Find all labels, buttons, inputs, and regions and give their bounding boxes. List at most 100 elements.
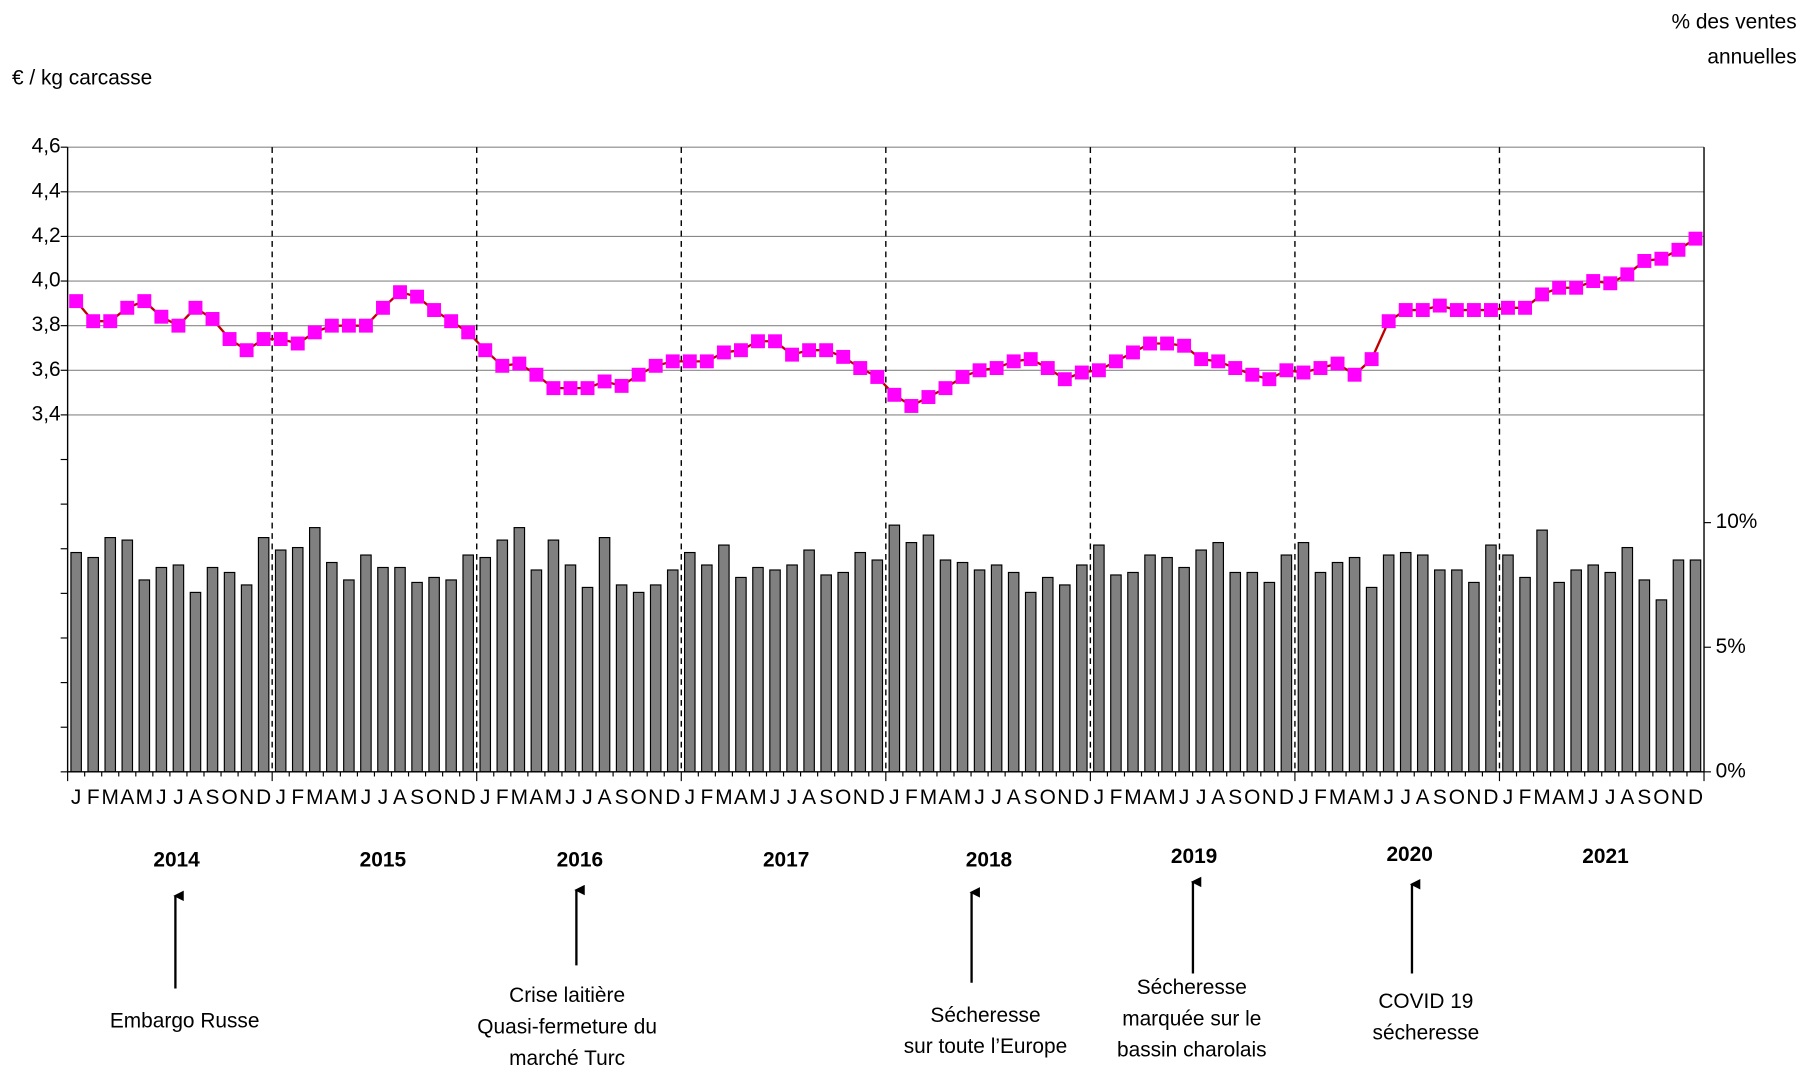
bar — [1399, 551, 1412, 773]
price-marker — [665, 354, 680, 369]
x-tick-label: J — [685, 786, 695, 809]
price-marker — [904, 399, 919, 413]
bar — [1076, 564, 1088, 773]
bar — [854, 551, 867, 773]
bar — [360, 554, 372, 773]
price-marker — [69, 294, 84, 309]
price-marker — [1211, 354, 1226, 369]
price-marker — [358, 318, 373, 333]
x-tick-label: S — [819, 786, 833, 809]
bar — [291, 546, 304, 773]
x-tick-label: J — [361, 786, 371, 809]
annotation-text: Sécheresse — [1137, 976, 1247, 999]
bar — [1007, 571, 1020, 773]
x-tick-label: N — [1466, 786, 1481, 809]
price-marker — [1330, 356, 1345, 371]
x-tick-label: F — [496, 786, 509, 809]
bar — [1297, 541, 1310, 773]
x-tick-label: A — [189, 786, 203, 809]
y-tick-label: 4,4 — [32, 179, 61, 202]
bar — [223, 571, 236, 773]
price-marker — [887, 387, 902, 402]
x-tick-label: J — [770, 786, 780, 809]
x-tick-label: M — [511, 786, 528, 809]
x-tick-label: O — [631, 786, 647, 809]
y2-tick-label: 0% — [1716, 759, 1746, 782]
bar — [155, 566, 168, 773]
x-tick-label: J — [565, 786, 575, 809]
price-marker — [716, 345, 731, 360]
x-tick-label: M — [715, 786, 732, 809]
bar — [1024, 591, 1037, 773]
bar — [1246, 571, 1259, 773]
x-tick-label: O — [1449, 786, 1465, 809]
x-tick-label: J — [1298, 786, 1308, 809]
x-tick-label: O — [835, 786, 851, 809]
price-marker — [1654, 251, 1669, 266]
x-tick-label: J — [71, 786, 81, 809]
bar — [1229, 571, 1242, 773]
x-tick-label: N — [239, 786, 254, 809]
price-marker — [290, 336, 305, 351]
x-tick-label: A — [120, 786, 134, 809]
price-marker — [1398, 303, 1413, 317]
annotation-text: Crise laitière — [509, 984, 625, 1007]
annotation-text: Embargo Russe — [110, 1010, 260, 1033]
price-marker — [785, 347, 800, 362]
price-marker — [972, 363, 987, 378]
bar — [888, 524, 901, 773]
x-tick-label: O — [1653, 786, 1669, 809]
price-marker — [137, 294, 152, 309]
bar — [632, 591, 645, 773]
price-marker — [733, 343, 748, 358]
bar — [1536, 529, 1548, 773]
bar — [820, 574, 832, 773]
x-tick-label: N — [853, 786, 868, 809]
bar — [1314, 571, 1327, 773]
x-tick-label: M — [920, 786, 937, 809]
x-tick-label: A — [939, 786, 953, 809]
price-marker — [1535, 287, 1550, 302]
price-marker — [1228, 361, 1243, 375]
x-tick-label: F — [1519, 786, 1532, 809]
bar — [1110, 574, 1122, 773]
bar — [547, 539, 560, 773]
x-tick-label: M — [136, 786, 153, 809]
bar — [649, 584, 662, 773]
price-marker — [819, 343, 834, 358]
price-marker — [1023, 352, 1038, 367]
price-marker — [1313, 361, 1328, 375]
bar — [837, 571, 850, 773]
price-marker — [341, 318, 356, 333]
x-tick-label: S — [1024, 786, 1038, 809]
price-marker — [682, 354, 697, 369]
bar — [513, 527, 526, 773]
bar — [1331, 561, 1344, 773]
bar — [479, 556, 492, 773]
x-tick-label: A — [1211, 786, 1225, 809]
bar — [343, 579, 355, 773]
x-tick-label: N — [1262, 786, 1277, 809]
x-tick-label: A — [598, 786, 612, 809]
bar — [1638, 579, 1651, 773]
x-tick-label: A — [1552, 786, 1566, 809]
bar — [1451, 569, 1463, 773]
price-marker — [1279, 363, 1294, 378]
price-marker — [239, 343, 254, 358]
bar — [803, 549, 815, 773]
x-tick-label: M — [340, 786, 357, 809]
annotation-text: marché Turc — [509, 1047, 625, 1070]
price-marker — [273, 332, 288, 346]
bar — [871, 559, 884, 773]
price-marker — [1449, 303, 1464, 317]
year-label: 2021 — [1582, 845, 1629, 868]
price-marker — [478, 343, 493, 358]
bar — [1485, 544, 1497, 773]
bar — [411, 581, 423, 773]
bar — [564, 564, 577, 773]
x-tick-label: S — [410, 786, 424, 809]
price-marker — [1466, 303, 1481, 317]
bar — [1519, 576, 1531, 773]
